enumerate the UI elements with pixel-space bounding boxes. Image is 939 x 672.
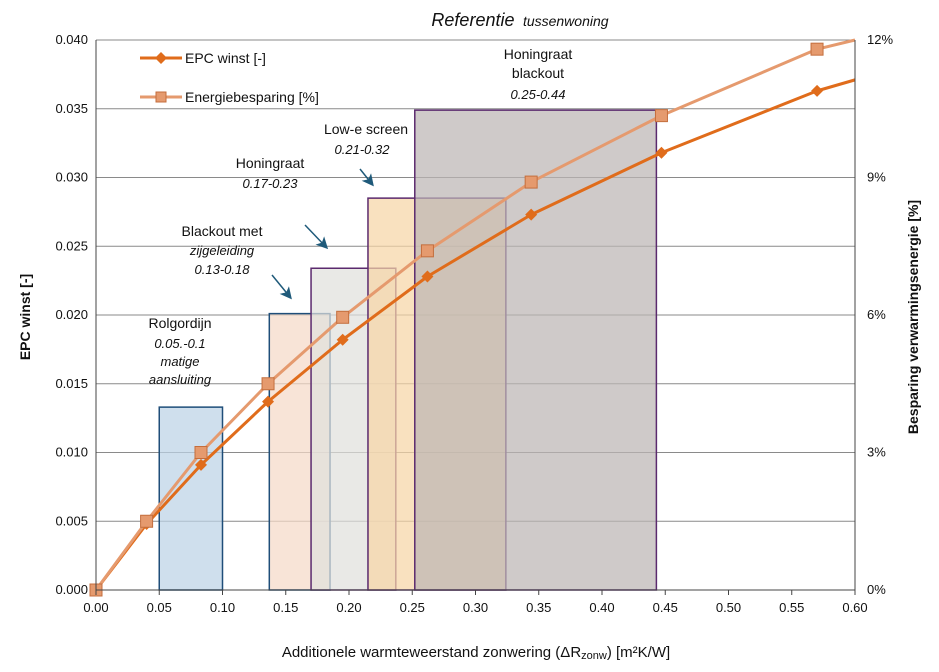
series-layer	[89, 38, 856, 597]
y2-tick-label: 9%	[867, 170, 886, 185]
annotation-honingraat-blackout-range: 0.25-0.44	[511, 87, 566, 102]
rectangles-layer	[158, 109, 658, 591]
series-point-energie	[524, 175, 538, 189]
annotation-lowe-label: Low-e screen	[324, 121, 408, 137]
annotation-blackout-label: Blackout met	[182, 223, 263, 239]
annotation-honingraat-blackout-label2: blackout	[512, 65, 564, 81]
legend-label-energie: Energiebesparing [%]	[185, 89, 319, 105]
annotation-lowe-range: 0.21-0.32	[335, 142, 391, 157]
annotation-honingraat: Honingraat 0.17-0.23	[236, 155, 329, 250]
legend-marker-epc	[155, 52, 167, 64]
chart-title-main: Referentie	[431, 10, 514, 30]
series-point-epc	[421, 270, 434, 283]
y-tick-label: 0.000	[55, 582, 88, 597]
x-tick-label: 0.25	[400, 600, 425, 615]
annotation-honingraat-arrow	[304, 224, 329, 250]
x-axis-title: Additionele warmteweerstand zonwering (Δ…	[282, 644, 670, 662]
annotation-rolgordijn-note: matige aansluiting	[149, 354, 212, 387]
y-tick-label: 0.005	[55, 513, 88, 528]
y2-axis-title: Besparing verwarmingsenergie [%]	[905, 200, 921, 434]
x-tick-label: 0.40	[589, 600, 614, 615]
annotation-honingraat-blackout-label: Honingraat	[504, 46, 573, 62]
annotation-lowe-arrow	[359, 168, 374, 187]
series-point-epc	[194, 458, 207, 471]
x-tick-label: 0.10	[210, 600, 235, 615]
x-tick-label: 0.60	[842, 600, 867, 615]
series-point-epc	[525, 208, 538, 221]
series-point-energie	[654, 109, 668, 123]
chart-title: Referentie tussenwoning	[431, 10, 608, 30]
y-tick-label: 0.035	[55, 101, 88, 116]
y-tick-label: 0.025	[55, 238, 88, 253]
x-axis-title-main: Additionele warmteweerstand zonwering (Δ…	[282, 644, 581, 661]
series-point-energie	[810, 42, 824, 56]
x-tick-label: 0.30	[463, 600, 488, 615]
x-tick-label: 0.05	[147, 600, 172, 615]
annotation-blackout-label2: zijgeleiding	[189, 243, 255, 258]
series-point-energie	[420, 244, 434, 258]
y2-tick-label: 3%	[867, 445, 886, 460]
axis-layer: 0.000 0.005 0.010 0.015 0.020 0.025 0.030 0.035…	[55, 32, 893, 615]
y-axis-title: EPC winst [-]	[17, 274, 33, 360]
series-point-epc	[336, 333, 349, 346]
legend-marker-energie	[155, 91, 167, 103]
series-point-energie	[336, 310, 350, 324]
x-tick-label: 0.00	[83, 600, 108, 615]
y2-tick-label: 12%	[867, 32, 893, 47]
y-tick-label: 0.020	[55, 307, 88, 322]
x-tick-label: 0.35	[526, 600, 551, 615]
annotation-blackout-arrow	[271, 274, 292, 300]
series-point-epc	[262, 395, 275, 408]
y-tick-label: 0.040	[55, 32, 88, 47]
annotation-blackout: Blackout met zijgeleiding 0.13-0.18	[182, 223, 292, 300]
series-point-epc	[655, 146, 668, 159]
annotation-honingraat-range: 0.17-0.23	[243, 176, 299, 191]
y-tick-label: 0.030	[55, 170, 88, 185]
y2-tick-label: 6%	[867, 307, 886, 322]
x-tick-label: 0.55	[779, 600, 804, 615]
annotation-rolgordijn-note-1: matige	[160, 354, 199, 369]
x-tick-label: 0.15	[273, 600, 298, 615]
x-tick-label: 0.20	[336, 600, 361, 615]
y2-tick-label: 0%	[867, 582, 886, 597]
x-axis-title-sub: zonw	[581, 650, 607, 662]
series-line-1	[94, 38, 856, 591]
annotation-blackout-range: 0.13-0.18	[195, 262, 251, 277]
x-tick-label: 0.50	[716, 600, 741, 615]
series-point-energie	[261, 377, 275, 391]
legend-label-epc: EPC winst [-]	[185, 50, 266, 66]
y-tick-label: 0.010	[55, 445, 88, 460]
series-line-0	[94, 78, 856, 591]
annotation-rolgordijn-range: 0.05.-0.1	[154, 336, 205, 351]
annotation-honingraat-blackout: Honingraat blackout 0.25-0.44	[504, 46, 573, 102]
annotation-rolgordijn-note-2: aansluiting	[149, 372, 212, 387]
series-point-energie	[194, 446, 208, 459]
annotation-lowe: Low-e screen 0.21-0.32	[324, 121, 408, 187]
x-tick-label: 0.45	[653, 600, 678, 615]
annotation-honingraat-label: Honingraat	[236, 155, 305, 171]
y-tick-label: 0.015	[55, 376, 88, 391]
annotation-rolgordijn: Rolgordijn 0.05.-0.1 matige aansluiting	[148, 315, 211, 387]
x-axis-title-end: ) [m²K/W]	[607, 644, 670, 661]
chart-title-sub: tussenwoning	[523, 13, 609, 29]
annotation-rolgordijn-label: Rolgordijn	[148, 315, 211, 331]
series-point-energie	[140, 514, 154, 528]
series-point-epc	[811, 84, 824, 97]
legend: EPC winst [-] Energiebesparing [%]	[140, 50, 319, 105]
